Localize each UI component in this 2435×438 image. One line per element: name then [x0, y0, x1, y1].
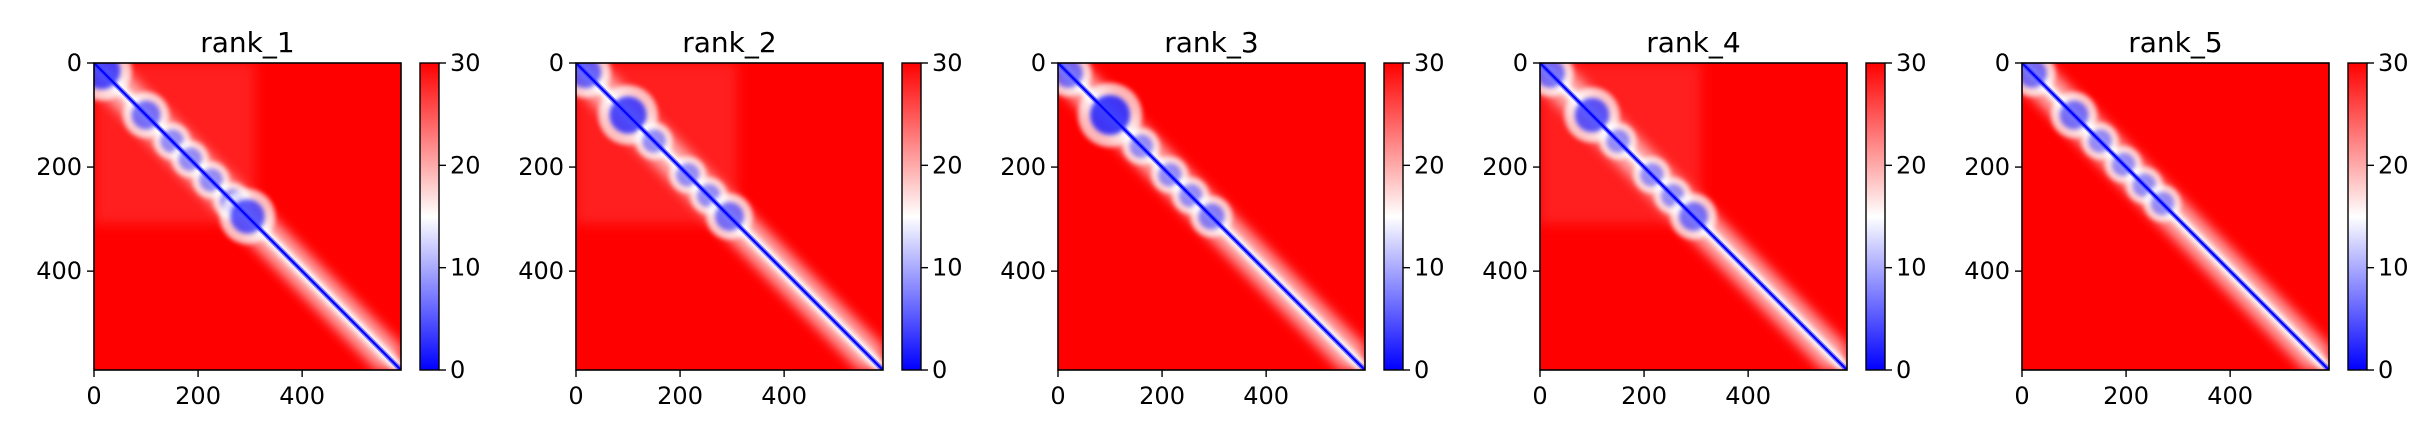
colorbar-tick-label: 30 [1414, 49, 1445, 77]
heatmap-image [576, 63, 883, 370]
colorbar-tick-label: 10 [450, 254, 481, 282]
axes-frame [575, 62, 884, 371]
x-tick-label: 0 [1532, 382, 1547, 410]
colorbar [2347, 62, 2368, 371]
colorbar [901, 62, 922, 371]
colorbar-tick-label: 30 [450, 49, 481, 77]
x-tick-label: 0 [568, 382, 583, 410]
diagonal-line [94, 63, 401, 370]
colorbar-tick-label: 20 [1896, 151, 1927, 179]
diagonal-line [576, 63, 883, 370]
diagonal-line [1540, 63, 1847, 370]
heatmap-image [1540, 63, 1847, 370]
axes-frame [2021, 62, 2330, 371]
colorbar-tick-label: 20 [932, 151, 963, 179]
y-tick-label: 0 [67, 49, 82, 77]
y-tick-label: 400 [1964, 257, 2010, 285]
heatmap-panel: rank_4 0 200 400 0 200 400 0 10 20 30 [1482, 26, 1926, 410]
colorbar-tick-label: 10 [2378, 254, 2409, 282]
x-tick-label: 200 [2103, 382, 2149, 410]
colorbar-tick-label: 10 [932, 254, 963, 282]
panel-title: rank_3 [1164, 26, 1258, 59]
colorbar-tick-label: 0 [932, 356, 947, 384]
y-tick-label: 400 [518, 257, 564, 285]
colorbar [1865, 62, 1886, 371]
x-tick-label: 0 [2014, 382, 2029, 410]
panel-title: rank_1 [200, 26, 294, 59]
x-tick-label: 0 [1050, 382, 1065, 410]
y-tick-label: 200 [518, 153, 564, 181]
x-tick-label: 200 [175, 382, 221, 410]
heatmap-panel: rank_1 0 200 400 0 200 400 0 10 20 30 [36, 26, 480, 410]
axes-frame [1539, 62, 1848, 371]
heatmap-image [2022, 63, 2329, 370]
y-tick-label: 400 [36, 257, 82, 285]
x-tick-label: 400 [1243, 382, 1289, 410]
panel-title: rank_2 [682, 26, 776, 59]
colorbar-tick-label: 10 [1896, 254, 1927, 282]
heatmap-panel: rank_2 0 200 400 0 200 400 0 10 20 30 [518, 26, 962, 410]
y-tick-label: 0 [1513, 49, 1528, 77]
x-tick-label: 0 [86, 382, 101, 410]
colorbar-tick-label: 30 [932, 49, 963, 77]
y-tick-label: 0 [549, 49, 564, 77]
y-tick-label: 400 [1482, 257, 1528, 285]
colorbar-tick-label: 0 [450, 356, 465, 384]
x-tick-label: 200 [657, 382, 703, 410]
colorbar-tick-label: 20 [2378, 151, 2409, 179]
colorbar [419, 62, 440, 371]
panel-title: rank_5 [2128, 26, 2222, 59]
colorbar-tick-label: 10 [1414, 254, 1445, 282]
colorbar-tick-label: 30 [2378, 49, 2409, 77]
heatmap-image [94, 63, 401, 370]
axes-frame [93, 62, 402, 371]
colorbar-tick-label: 0 [1414, 356, 1429, 384]
y-tick-label: 200 [36, 153, 82, 181]
y-tick-label: 200 [1482, 153, 1528, 181]
x-tick-label: 400 [279, 382, 325, 410]
colorbar-tick-label: 20 [450, 151, 481, 179]
diagonal-line [1058, 63, 1365, 370]
colorbar [1383, 62, 1404, 371]
colorbar-tick-label: 0 [2378, 356, 2393, 384]
heatmap-image [1058, 63, 1365, 370]
heatmap-panel: rank_5 0 200 400 0 200 400 0 10 20 30 [1964, 26, 2408, 410]
heatmap-panel: rank_3 0 200 400 0 200 400 0 10 20 30 [1000, 26, 1444, 410]
panel-title: rank_4 [1646, 26, 1740, 59]
colorbar-tick-label: 20 [1414, 151, 1445, 179]
diagonal-line [2022, 63, 2329, 370]
x-tick-label: 200 [1621, 382, 1667, 410]
axes-frame [1057, 62, 1366, 371]
y-tick-label: 0 [1995, 49, 2010, 77]
y-tick-label: 200 [1000, 153, 1046, 181]
y-tick-label: 200 [1964, 153, 2010, 181]
x-tick-label: 400 [1725, 382, 1771, 410]
x-tick-label: 400 [761, 382, 807, 410]
y-tick-label: 0 [1031, 49, 1046, 77]
y-tick-label: 400 [1000, 257, 1046, 285]
colorbar-tick-label: 0 [1896, 356, 1911, 384]
x-tick-label: 200 [1139, 382, 1185, 410]
x-tick-label: 400 [2207, 382, 2253, 410]
colorbar-tick-label: 30 [1896, 49, 1927, 77]
